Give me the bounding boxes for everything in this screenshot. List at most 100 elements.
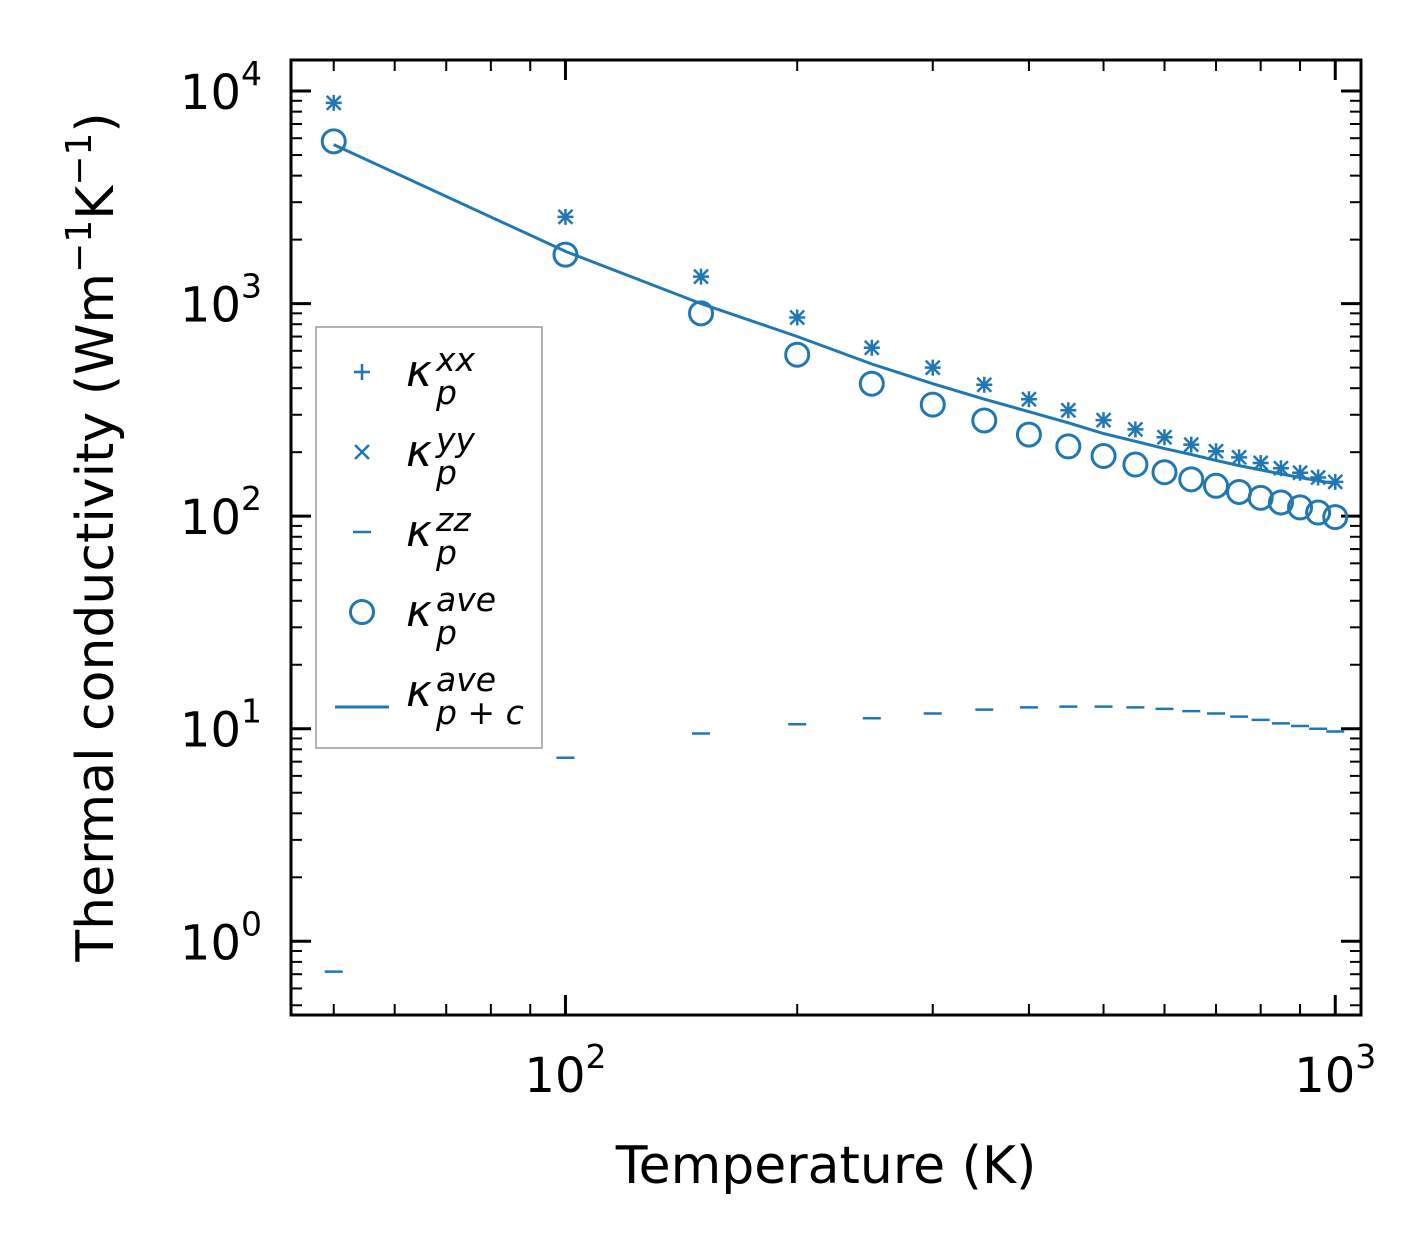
data-point-circle xyxy=(1151,459,1178,486)
legend-label-superscript: xx xyxy=(435,340,476,379)
legend-label: κ yy p xyxy=(406,420,476,492)
data-point-circle xyxy=(1247,484,1274,511)
y-tick-label-base: 10 xyxy=(180,278,241,334)
legend-label-subscript: p xyxy=(435,613,457,652)
data-point-x xyxy=(976,376,993,393)
y-axis-label-exp1: −1 xyxy=(59,220,100,273)
legend-label-subscript: p xyxy=(435,453,457,492)
y-tick-label-exponent: 2 xyxy=(241,479,262,518)
data-point-circle xyxy=(1178,466,1205,493)
plot-series xyxy=(320,94,1349,973)
data-point-x xyxy=(325,94,342,111)
data-point-circle xyxy=(1203,472,1230,499)
data-point-circle xyxy=(1122,451,1149,478)
y-tick-label-base: 10 xyxy=(180,915,241,971)
data-point-circle xyxy=(1305,499,1332,526)
legend-label-subscript: p xyxy=(435,373,457,412)
y-tick-label-exponent: 4 xyxy=(241,54,262,93)
data-point-circle xyxy=(858,370,885,397)
legend-label: κ xx p xyxy=(406,340,476,412)
legend-label-base: κ xyxy=(406,426,432,477)
data-point-circle xyxy=(971,407,998,434)
legend-entry: κ yy p xyxy=(354,420,476,492)
data-point-circle xyxy=(688,300,715,327)
data-point-circle xyxy=(1090,442,1117,469)
y-axis-label-mid: K xyxy=(66,184,126,220)
data-point-circle xyxy=(1055,433,1082,460)
plot-frame xyxy=(289,58,1363,1017)
data-point-circle xyxy=(1015,421,1042,448)
x-tick-label: 102 xyxy=(524,1037,606,1104)
legend-swatch-x xyxy=(354,444,370,460)
legend: κ xx pκ yy pκ zz pκ ave pκ ave p + c xyxy=(315,326,543,749)
y-tick-label: 103 xyxy=(180,267,262,334)
legend-entry: κ zz p xyxy=(353,500,471,572)
legend-label: κ zz p xyxy=(406,500,471,572)
legend-label-superscript: zz xyxy=(435,500,471,539)
legend-label-base: κ xyxy=(406,346,432,397)
y-axis-label-end: ) xyxy=(66,112,126,132)
x-tick-label-base: 10 xyxy=(1294,1048,1355,1104)
data-point-circle xyxy=(919,391,946,418)
data-point-x xyxy=(1095,412,1112,429)
data-point-x xyxy=(1021,391,1037,408)
legend-swatch-plus xyxy=(354,364,370,380)
y-tick-label: 101 xyxy=(180,692,262,759)
legend-entry: κ ave p + c xyxy=(335,660,524,732)
series-line xyxy=(333,143,1336,486)
y-tick-label: 102 xyxy=(180,479,262,546)
data-point-x xyxy=(693,268,709,285)
legend-label-base: κ xyxy=(406,506,432,557)
y-axis-label-exp2: −1 xyxy=(59,133,100,186)
legend-box xyxy=(315,326,543,749)
series-x xyxy=(325,94,1344,490)
legend-label-base: κ xyxy=(406,666,432,717)
data-point-circle xyxy=(320,128,347,155)
y-tick-label-base: 10 xyxy=(180,703,241,759)
data-point-circle xyxy=(784,341,811,368)
x-tick-label: 103 xyxy=(1294,1037,1376,1104)
data-point-x xyxy=(1208,443,1224,460)
y-tick-label: 100 xyxy=(180,904,262,971)
legend-entry: κ xx p xyxy=(354,340,476,412)
data-point-circle xyxy=(1287,494,1314,521)
y-axis-label: Thermal conductivity (Wm−1K−1) xyxy=(59,112,126,962)
series-line xyxy=(333,143,1336,486)
data-point-x xyxy=(789,309,806,326)
legend-label-superscript: yy xyxy=(435,420,476,459)
y-tick-label-exponent: 1 xyxy=(241,692,262,731)
series-circle xyxy=(320,128,1349,531)
data-point-x xyxy=(1127,421,1144,438)
legend-swatch-circle xyxy=(349,599,375,625)
series-hline xyxy=(324,705,1345,973)
data-point-x xyxy=(557,208,574,225)
x-tick-label-exponent: 3 xyxy=(1355,1037,1376,1076)
data-point-x xyxy=(1060,402,1077,419)
y-tick-label-base: 10 xyxy=(180,65,241,121)
y-tick-label: 104 xyxy=(180,54,262,121)
y-tick-label-exponent: 3 xyxy=(241,267,262,306)
legend-entry: κ ave p xyxy=(349,580,496,652)
legend-label-superscript: ave xyxy=(436,660,496,699)
legend-label-subscript: p xyxy=(435,533,457,572)
legend-label: κ ave p + c xyxy=(406,660,524,732)
data-point-x xyxy=(924,359,941,376)
data-point-circle xyxy=(1322,504,1349,531)
y-tick-label-base: 10 xyxy=(180,490,241,546)
legend-label: κ ave p xyxy=(406,580,496,652)
data-point-x xyxy=(1183,436,1200,453)
legend-label-superscript: ave xyxy=(436,580,496,619)
y-tick-label-exponent: 0 xyxy=(241,904,262,943)
legend-label-subscript: p + c xyxy=(435,693,524,732)
data-point-x xyxy=(1231,449,1247,466)
x-axis-label: Temperature (K) xyxy=(615,1136,1037,1196)
y-axis-label-main: Thermal conductivity (Wm xyxy=(66,273,126,963)
data-point-x xyxy=(1156,429,1173,446)
legend-label-base: κ xyxy=(406,586,432,637)
data-point-circle xyxy=(1267,489,1294,516)
data-point-x xyxy=(863,339,880,356)
data-point-x xyxy=(1327,473,1344,490)
